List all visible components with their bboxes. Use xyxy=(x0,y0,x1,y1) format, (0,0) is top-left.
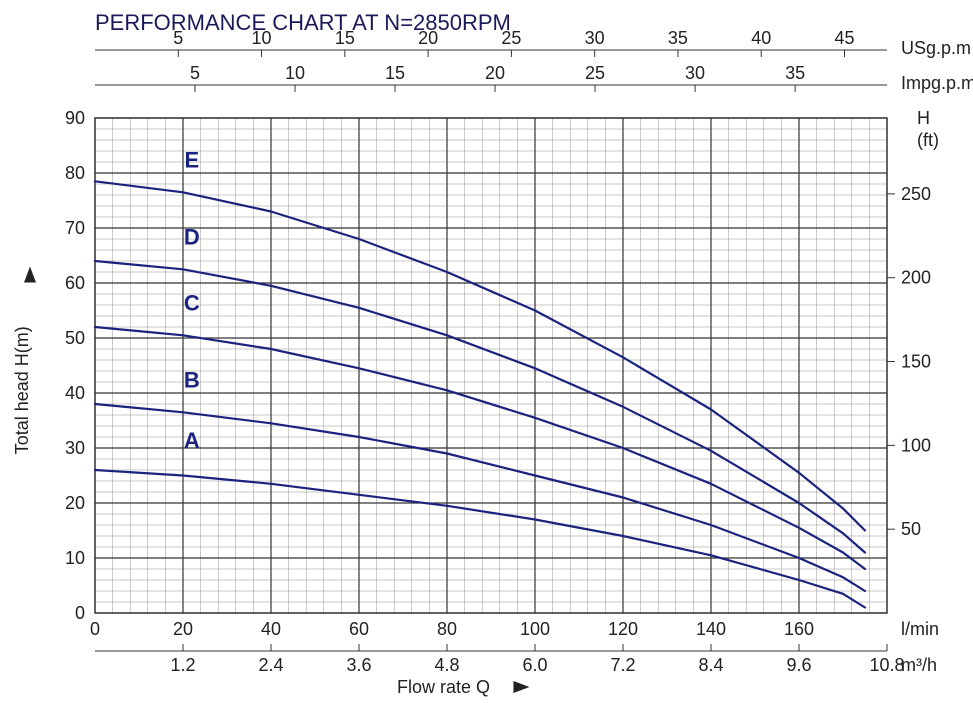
usgpm-tick: 35 xyxy=(668,28,688,48)
y2-label-ft: (ft) xyxy=(917,130,939,150)
x-tick: 60 xyxy=(349,619,369,639)
chart-svg: ABCDEPERFORMANCE CHART AT N=2850RPM51015… xyxy=(0,0,973,703)
series-label-C: C xyxy=(184,291,200,316)
ft-tick: 150 xyxy=(901,352,931,372)
usgpm-tick: 20 xyxy=(418,28,438,48)
x-tick: 140 xyxy=(696,619,726,639)
y-tick: 0 xyxy=(75,603,85,623)
y-tick: 60 xyxy=(65,273,85,293)
m3h-tick: 4.8 xyxy=(434,655,459,675)
x-tick: 160 xyxy=(784,619,814,639)
x-tick: 100 xyxy=(520,619,550,639)
impgpm-tick: 10 xyxy=(285,63,305,83)
usgpm-tick: 40 xyxy=(751,28,771,48)
usgpm-tick: 45 xyxy=(834,28,854,48)
x-tick: 120 xyxy=(608,619,638,639)
m3h-tick: 7.2 xyxy=(610,655,635,675)
m3h-tick: 1.2 xyxy=(170,655,195,675)
unit-impgpm: Impg.p.m xyxy=(901,73,973,93)
m3h-tick: 10.8 xyxy=(869,655,904,675)
series-label-B: B xyxy=(184,368,200,393)
x-axis-arrow-icon xyxy=(513,681,529,693)
x-tick: 40 xyxy=(261,619,281,639)
minor-grid xyxy=(95,118,887,613)
y-tick: 90 xyxy=(65,108,85,128)
usgpm-tick: 10 xyxy=(252,28,272,48)
impgpm-tick: 15 xyxy=(385,63,405,83)
ft-tick: 200 xyxy=(901,268,931,288)
y-tick: 40 xyxy=(65,383,85,403)
m3h-tick: 9.6 xyxy=(786,655,811,675)
major-grid xyxy=(95,118,887,613)
unit-usgpm: USg.p.m xyxy=(901,38,971,58)
usgpm-tick: 5 xyxy=(173,28,183,48)
usgpm-tick: 30 xyxy=(585,28,605,48)
unit-m3h: m³/h xyxy=(901,655,937,675)
impgpm-tick: 5 xyxy=(190,63,200,83)
x-tick: 0 xyxy=(90,619,100,639)
y-tick: 70 xyxy=(65,218,85,238)
m3h-tick: 3.6 xyxy=(346,655,371,675)
y-tick: 10 xyxy=(65,548,85,568)
ft-tick: 50 xyxy=(901,519,921,539)
usgpm-tick: 15 xyxy=(335,28,355,48)
y-axis-arrow-icon xyxy=(24,267,36,283)
x-tick: 80 xyxy=(437,619,457,639)
m3h-tick: 8.4 xyxy=(698,655,723,675)
y2-label-H: H xyxy=(917,108,930,128)
x-tick: 20 xyxy=(173,619,193,639)
usgpm-tick: 25 xyxy=(501,28,521,48)
curve-B xyxy=(95,404,865,591)
y-axis-label: Total head H(m) xyxy=(12,326,32,454)
m3h-tick: 2.4 xyxy=(258,655,283,675)
y-tick: 80 xyxy=(65,163,85,183)
x-axis-label: Flow rate Q xyxy=(397,677,490,697)
y-tick: 50 xyxy=(65,328,85,348)
impgpm-tick: 30 xyxy=(685,63,705,83)
chart-title: PERFORMANCE CHART AT N=2850RPM xyxy=(95,10,511,35)
series-label-A: A xyxy=(184,428,200,453)
impgpm-tick: 20 xyxy=(485,63,505,83)
impgpm-tick: 25 xyxy=(585,63,605,83)
ft-tick: 250 xyxy=(901,184,931,204)
plot-border xyxy=(95,118,887,613)
curve-D xyxy=(95,261,865,553)
unit-lmin: l/min xyxy=(901,619,939,639)
y-tick: 20 xyxy=(65,493,85,513)
performance-chart: ABCDEPERFORMANCE CHART AT N=2850RPM51015… xyxy=(0,0,973,703)
series-label-D: D xyxy=(184,225,200,250)
curves: A B C D E xyxy=(95,148,865,608)
impgpm-tick: 35 xyxy=(785,63,805,83)
series-label-E: E xyxy=(184,148,199,173)
m3h-tick: 6.0 xyxy=(522,655,547,675)
ft-tick: 100 xyxy=(901,435,931,455)
y-tick: 30 xyxy=(65,438,85,458)
